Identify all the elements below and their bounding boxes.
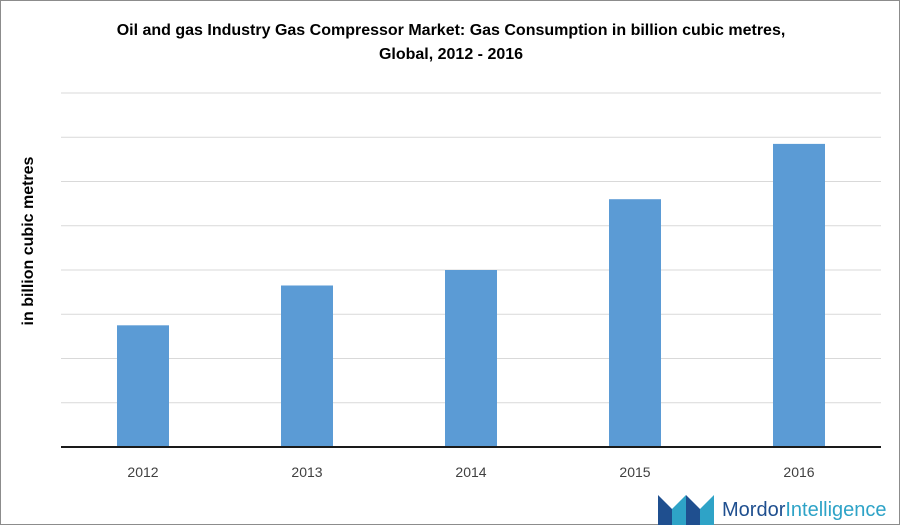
- x-tick-label-2013: 2013: [291, 464, 322, 480]
- brand-logo: MordorIntelligence: [658, 493, 898, 525]
- bar-2014: [445, 270, 497, 447]
- bar-2013: [281, 285, 333, 447]
- x-tick-label-2014: 2014: [455, 464, 486, 480]
- mordor-logo-icon: [658, 495, 714, 525]
- x-tick-label-2016: 2016: [783, 464, 814, 480]
- bar-2012: [117, 325, 169, 447]
- x-tick-label-2012: 2012: [127, 464, 158, 480]
- bar-2015: [609, 199, 661, 447]
- x-tick-label-2015: 2015: [619, 464, 650, 480]
- logo-text: MordorIntelligence: [722, 499, 887, 522]
- logo-word-intelligence: Intelligence: [785, 499, 887, 521]
- chart-title: Oil and gas Industry Gas Compressor Mark…: [116, 22, 786, 63]
- bar-2016: [773, 143, 825, 447]
- logo-word-mordor: Mordor: [722, 499, 786, 521]
